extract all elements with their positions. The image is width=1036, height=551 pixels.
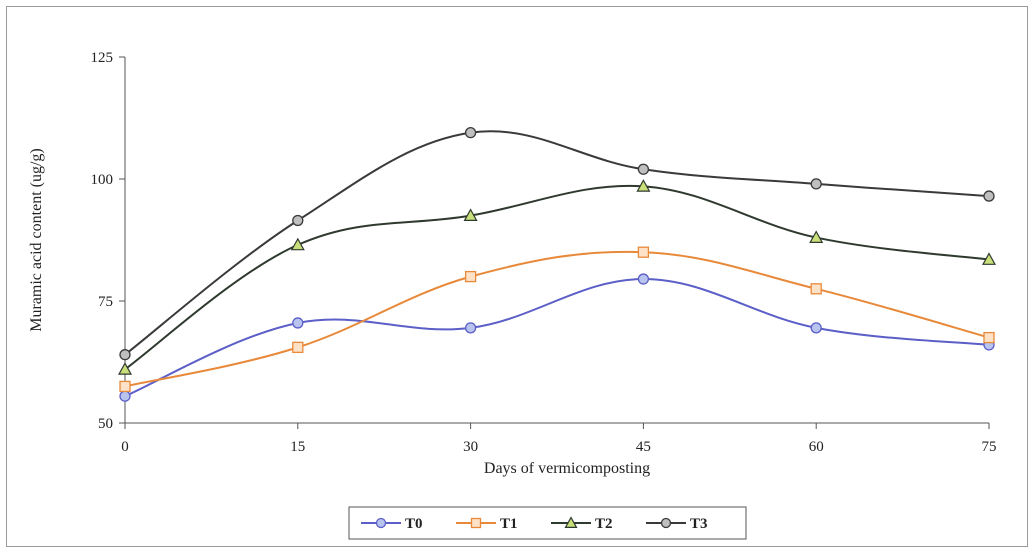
series-line: [124, 184, 990, 371]
x-tick-label: 75: [982, 439, 997, 455]
legend-item-T1: T1: [456, 516, 518, 532]
legend-item-T3: T3: [646, 516, 708, 532]
data-point: [810, 178, 822, 190]
legend-marker: [470, 517, 482, 529]
x-ticks: 0 15 30 45 60 75: [121, 423, 997, 455]
y-tick-label: 75: [98, 294, 113, 310]
series-T2: [117, 179, 997, 375]
legend-box: [348, 506, 747, 540]
data-point: [292, 341, 304, 354]
series-T1: [119, 246, 995, 393]
x-tick-label: 30: [463, 439, 478, 455]
legend-marker: [660, 517, 672, 529]
x-tick-label: 45: [636, 439, 651, 455]
legend-label: T1: [500, 516, 518, 532]
data-point: [810, 283, 822, 295]
legend-item-T0: T0: [361, 516, 423, 532]
y-tick-label: 125: [91, 50, 114, 66]
data-point: [290, 237, 305, 251]
data-point: [983, 331, 995, 344]
x-axis-title: Days of vermicomposting: [484, 460, 650, 477]
data-point: [292, 317, 304, 329]
data-point: [809, 230, 824, 243]
data-point: [464, 322, 477, 334]
axes: [124, 57, 989, 424]
data-point: [637, 246, 650, 258]
series-T0: [119, 273, 995, 402]
data-point: [637, 163, 650, 175]
x-tick-label: 60: [809, 439, 824, 455]
data-point: [463, 208, 478, 221]
legend: T0 T1 T2 T3: [348, 506, 747, 540]
data-point: [464, 126, 477, 139]
data-point: [981, 252, 997, 265]
y-axis-title: Muramic acid content (ug/g): [28, 148, 45, 332]
chart-frame: 50 75 100 125 0 15 30 45 60 75 Muramic acid cont…: [6, 6, 1028, 547]
y-tick-label: 100: [91, 172, 114, 188]
data-point: [119, 390, 131, 402]
data-point: [464, 270, 477, 283]
data-point: [119, 380, 131, 393]
data-point: [292, 214, 304, 227]
data-point: [636, 179, 651, 192]
x-tick-label: 0: [121, 439, 129, 455]
series-layer: [117, 126, 997, 402]
data-point: [810, 322, 822, 334]
legend-marker: [564, 516, 578, 529]
series-T3: [119, 126, 995, 361]
legend-label: T2: [595, 516, 613, 532]
series-line: [124, 250, 990, 388]
data-point: [117, 362, 133, 375]
x-tick-label: 15: [290, 439, 305, 455]
data-point: [983, 190, 995, 202]
series-line: [124, 130, 990, 356]
legend-marker: [375, 517, 387, 529]
legend-label: T3: [690, 516, 708, 532]
data-point: [637, 273, 650, 285]
legend-label: T0: [405, 516, 423, 532]
y-tick-label: 50: [98, 416, 113, 432]
y-ticks: 50 75 100 125: [91, 50, 125, 432]
data-point: [119, 349, 131, 361]
legend-item-T2: T2: [551, 516, 613, 532]
line-chart: 50 75 100 125 0 15 30 45 60 75 Muramic acid cont…: [28, 50, 997, 540]
series-line: [124, 278, 990, 398]
